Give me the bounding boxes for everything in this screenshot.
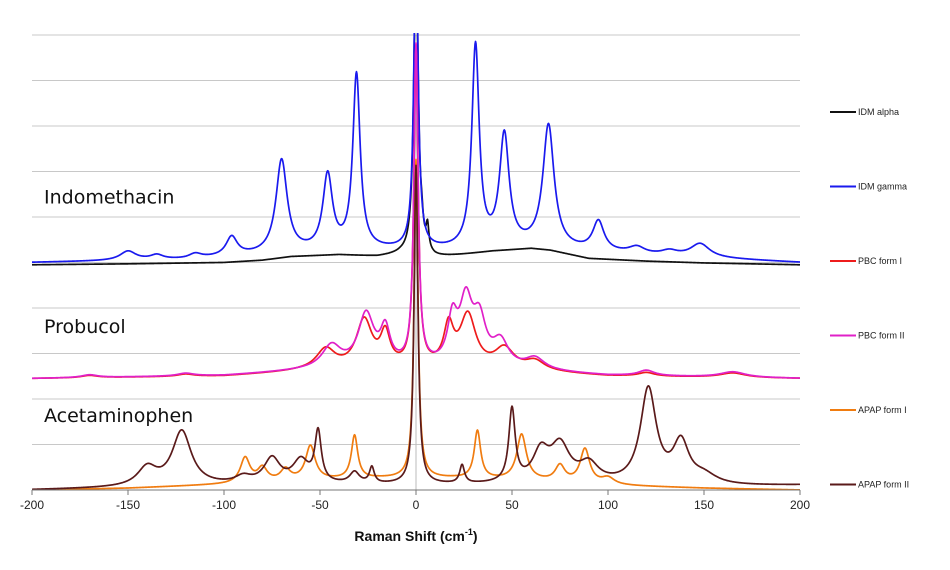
legend: IDM alpha IDM gamma PBC form I PBC form II A… — [830, 107, 909, 490]
x-tick-label: 100 — [598, 498, 618, 512]
series-line-apap-form-ii — [32, 164, 800, 490]
legend-label: PBC form I — [858, 256, 902, 266]
x-tick-label: -100 — [212, 498, 236, 512]
series-line-idm-gamma — [32, 33, 800, 263]
group-label: Acetaminophen — [44, 405, 193, 427]
legend-label: APAP form II — [858, 480, 909, 490]
legend-label: APAP form I — [858, 405, 907, 415]
x-tick-label: 200 — [790, 498, 810, 512]
series-line-apap-form-i — [32, 158, 800, 490]
legend-label: IDM gamma — [858, 182, 907, 192]
gridlines — [32, 34, 800, 490]
legend-label: IDM alpha — [858, 107, 899, 117]
x-tick-label: -150 — [116, 498, 140, 512]
x-tick-label: -50 — [311, 498, 329, 512]
group-label: Probucol — [44, 316, 126, 338]
group-label: Indomethacin — [44, 186, 174, 208]
series-line-idm-alpha — [32, 33, 800, 266]
x-tick-label: 150 — [694, 498, 714, 512]
x-tick-label: -200 — [20, 498, 44, 512]
group-labels: Indomethacin Probucol Acetaminophen — [44, 186, 193, 426]
x-tick-label: 50 — [505, 498, 519, 512]
series-line-pbc-form-ii — [32, 42, 800, 380]
legend-label: PBC form II — [858, 331, 905, 341]
series-lines — [32, 33, 800, 490]
x-axis-title: Raman Shift (cm-1) — [354, 527, 477, 544]
x-axis: -200 -150 -100 -50 0 50 100 150 200 — [20, 489, 810, 512]
x-tick-label: 0 — [413, 498, 420, 512]
